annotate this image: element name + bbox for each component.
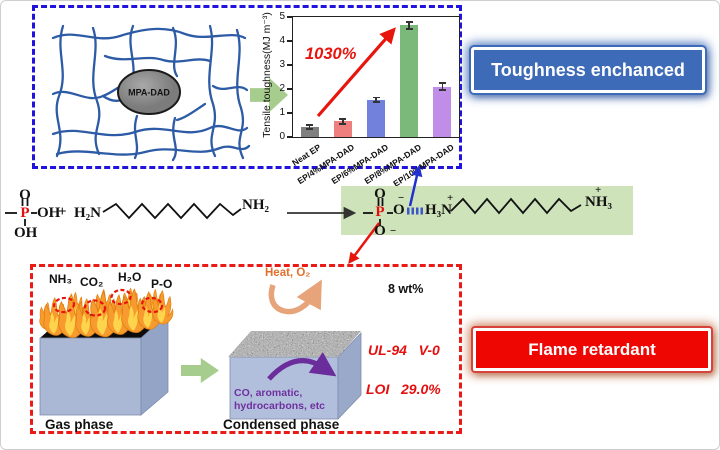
error-bar-cap <box>372 101 380 103</box>
condensed-cube-right-face <box>337 332 362 420</box>
product-oxygen-bottom: O <box>374 223 386 239</box>
volatiles-label-line1: CO, aromatic, <box>234 387 303 399</box>
product-ammonium-right: NH₃ <box>585 194 612 210</box>
toughness-badge: Toughness enchanced <box>471 47 705 93</box>
product-oxygen-bottom-charge: − <box>390 225 397 237</box>
dad-amine-right: NH₂ <box>242 197 269 213</box>
product-ammonium-right-charge: + <box>595 184 602 196</box>
mpa-hydroxyl-bottom: OH <box>14 225 38 241</box>
char-layer-texture <box>228 331 361 357</box>
product-oxygen-top: O <box>374 186 386 202</box>
y-tick-label: 4 <box>279 35 285 46</box>
chart-y-axis-label: Tensile toughness(MJ m⁻³) <box>261 12 273 138</box>
y-tick-label: 3 <box>279 59 285 70</box>
bar-EP/10%MPA-DAD <box>433 86 452 137</box>
bar-EP/6%MPA-DAD <box>367 99 385 137</box>
gas-bubble-rings <box>52 288 164 317</box>
mpa-phosphorus: P <box>20 205 30 221</box>
species-po: P-O <box>151 277 173 291</box>
volatiles-arrow-icon <box>267 352 337 381</box>
pointer-to-flame-arrow-icon <box>348 222 380 264</box>
flame-panel: NH₃ CO₂ H₂O P-O Gas phase <box>30 264 462 434</box>
error-bar-cap <box>306 128 314 130</box>
mpa-dad-node-label: MPA-DAD <box>128 88 170 98</box>
reaction-bonds-drawing <box>5 164 582 264</box>
increase-percentage-annotation: 1030% <box>305 45 357 63</box>
increase-arrow-icon <box>316 27 396 118</box>
y-tick-mark <box>286 112 292 114</box>
volatiles-label-line2: hydrocarbons, etc <box>234 400 326 412</box>
error-bar-cap <box>405 21 413 23</box>
product-ammonium-left-charge: + <box>447 192 454 204</box>
error-bar <box>441 83 444 91</box>
product-oxygen-right: O <box>393 202 405 218</box>
y-tick-mark <box>286 16 292 18</box>
polymer-network-drawing: MPA-DAD <box>51 24 251 162</box>
y-tick-label: 5 <box>279 11 285 22</box>
char-cube-drawing <box>228 279 362 420</box>
dad-amine-left: H₂N <box>74 205 101 221</box>
product-highlight <box>341 186 633 235</box>
y-tick-label: 1 <box>279 107 285 118</box>
flame-retardant-badge: Flame retardant <box>473 328 711 371</box>
error-bar-cap <box>372 96 380 99</box>
y-tick-mark <box>286 40 292 42</box>
species-co2: CO₂ <box>80 275 104 289</box>
error-bar-cap <box>339 123 347 125</box>
y-tick-mark <box>286 136 292 138</box>
error-bar <box>375 97 377 103</box>
mpa-oxygen-top: O <box>19 187 31 203</box>
error-bar-cap <box>306 124 314 126</box>
y-tick-label: 0 <box>279 131 285 142</box>
error-bar-cap <box>438 89 446 91</box>
error-bar <box>342 119 344 124</box>
product-oxygen-right-charge: − <box>398 192 405 204</box>
species-nh3: NH₃ <box>49 272 72 286</box>
gas-cube-front-face <box>39 337 142 416</box>
burning-cube-drawing <box>39 287 174 416</box>
condensed-phase-label: Condensed phase <box>223 417 340 432</box>
gas-phase-label: Gas phase <box>45 417 114 432</box>
heat-swoosh-arrow-icon <box>268 279 322 315</box>
mpa-dad-node <box>117 69 181 115</box>
error-bar-cap <box>438 82 446 84</box>
mpa-hydroxyl-right: OH <box>37 205 61 221</box>
error-bar-cap <box>339 118 347 120</box>
error-bar <box>408 21 410 29</box>
y-tick-mark <box>286 88 292 90</box>
error-bar <box>308 125 311 129</box>
product-phosphorus: P <box>375 204 385 220</box>
species-h2o: H₂O <box>118 270 142 284</box>
pointer-to-toughness-arrow-icon <box>408 164 423 207</box>
product-ammonium-left: H₃N <box>425 202 452 218</box>
toughness-plot: 1030% 0 1 2 3 4 5 Neat EP EP/4%MPA-DAD EP/6%MPA-… <box>279 11 460 189</box>
plus-sign: + <box>58 204 67 220</box>
ul94-rating: UL-94 V-0 <box>368 342 440 358</box>
y-tick-label: 2 <box>279 83 285 94</box>
y-tick-mark <box>286 64 292 66</box>
toughness-panel: MPA-DAD Tensile toughness(MJ m⁻³) 1030% … <box>32 5 462 189</box>
bar-EP/4%MPA-DAD <box>333 121 352 137</box>
loi-value: LOI 29.0% <box>366 381 441 397</box>
loading-label: 8 wt% <box>388 282 424 296</box>
heat-o2-label: Heat, O₂ <box>265 267 311 279</box>
bar-EP/8%MPA-DAD <box>400 25 419 137</box>
bar-Neat EP <box>300 126 319 137</box>
error-bar-cap <box>405 28 413 30</box>
